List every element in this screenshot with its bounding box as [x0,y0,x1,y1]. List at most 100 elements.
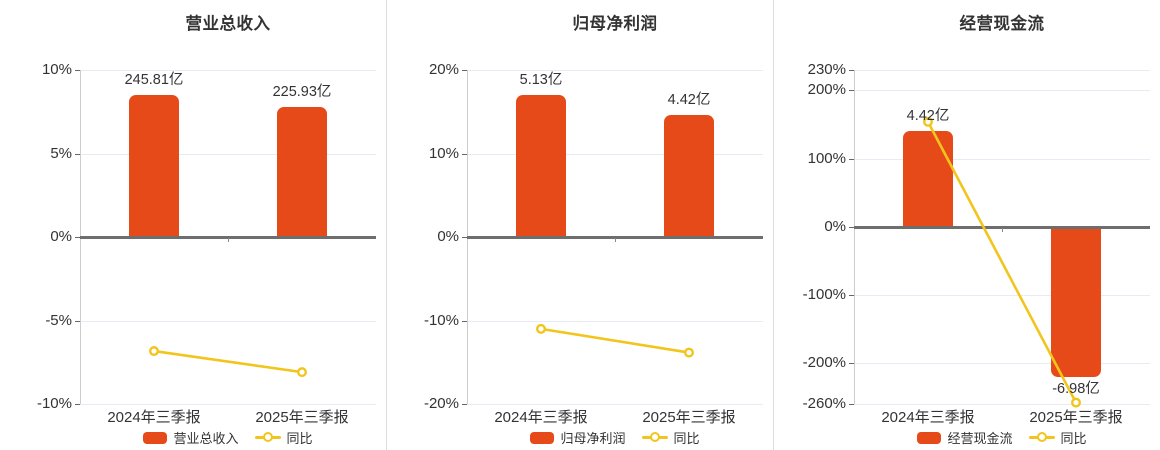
bar[interactable] [664,114,714,237]
legend-item-line[interactable]: 同比 [254,428,313,447]
legend-item-line[interactable]: 同比 [1028,428,1087,447]
legend: 经营现金流 同比 [854,428,1150,447]
y-axis-tick [75,153,80,155]
y-axis-tick [849,158,854,160]
trend-point[interactable] [296,367,307,378]
trend-line-svg [922,116,1081,408]
y-axis-tick [462,153,467,155]
y-axis-tick [462,237,467,238]
legend-item-bar[interactable]: 归母净利润 [530,428,626,447]
trend-point[interactable] [683,347,694,358]
y-tick-label: 230% [807,61,846,78]
y-axis-tick [462,404,467,405]
y-axis-tick [75,237,80,238]
y-tick-label: 0% [50,228,72,245]
y-axis-tick [849,294,854,296]
legend-item-bar[interactable]: 营业总收入 [143,428,239,447]
y-tick-label: 0% [824,217,846,235]
trend-point[interactable] [1070,397,1081,408]
line-marker-icon [1028,432,1055,443]
line-marker-icon [254,432,281,443]
legend-line-label: 同比 [286,431,313,446]
bar-swatch-icon [530,431,555,444]
x-axis-label: 2024年三季报 [881,409,975,426]
y-tick-label: -10% [36,395,72,412]
trend-point[interactable] [148,346,159,357]
trend-line-svg [535,323,694,358]
x-axis-label: 2025年三季报 [1029,409,1123,426]
category-tick [1002,227,1003,232]
bar-swatch-icon [917,431,942,444]
bar-value-label: -6.98亿 [1052,381,1100,398]
chart-panel-operating-cash-flow: 经营现金流 230% 200% 100% 0% -100% -200% -260% 4.42亿… [774,0,1160,450]
x-axis-labels: 2024年三季报 2025年三季报 [467,406,763,427]
chart-panel-net-profit: 归母净利润 20% 10% 0% -10% -20% 5.13亿 4.42亿 2024年三季… [387,0,774,450]
legend-bar-label: 归母净利润 [560,431,626,446]
bar[interactable] [277,106,327,237]
legend-bar-label: 营业总收入 [173,431,239,446]
y-axis-tick [75,404,80,405]
gridline [854,90,1150,92]
zero-line [854,225,1150,229]
bar[interactable] [129,95,179,237]
bar[interactable] [516,95,566,237]
chart-title: 经营现金流 [959,15,1045,33]
y-tick-label: -100% [802,285,846,303]
y-tick-label: 100% [807,149,846,167]
legend-item-bar[interactable]: 经营现金流 [917,428,1013,447]
trend-line-svg [148,346,307,378]
x-axis-label: 2024年三季报 [494,409,588,426]
y-tick-label: 5% [50,144,72,162]
y-axis-tick [849,226,854,228]
plot-area: 230% 200% 100% 0% -100% -200% -260% 4.42亿 -6.98亿 [803,61,1150,412]
y-tick-label: -5% [45,311,72,329]
y-tick-label: 10% [428,144,459,162]
chart-panel-revenue: 营业总收入 10% 5% 0% -5% -10% 245.81亿 225.93亿 2024年… [0,0,387,450]
zero-line [467,236,763,239]
bar-value-label: 245.81亿 [124,72,184,89]
category-tick [228,238,229,242]
bar[interactable] [1051,226,1101,378]
chart-title: 营业总收入 [185,15,271,33]
bar-value-label: 5.13亿 [519,72,563,89]
legend: 营业总收入 同比 [80,428,376,447]
y-tick-label: 20% [428,61,459,78]
y-tick-label: -200% [802,354,846,372]
trend-point[interactable] [535,323,546,334]
bar-value-label: 4.42亿 [667,91,711,108]
plot-area: 10% 5% 0% -5% -10% 245.81亿 225.93亿 [37,61,376,412]
y-axis-tick [849,363,854,365]
legend-item-line[interactable]: 同比 [641,428,700,447]
legend-line-label: 同比 [1060,431,1087,446]
plot-area: 20% 10% 0% -10% -20% 5.13亿 4.42亿 [424,61,763,412]
trend-line [540,327,690,354]
gridline [467,70,763,71]
gridline [80,70,376,71]
gridline [854,294,1150,296]
x-axis-labels: 2024年三季报 2025年三季报 [80,406,376,427]
legend: 归母净利润 同比 [467,428,763,447]
x-axis-label: 2024年三季报 [107,409,201,426]
gridline [467,320,763,322]
bar[interactable] [903,131,953,227]
trend-line [926,121,1078,404]
y-axis-tick [75,70,80,71]
y-axis-tick [849,90,854,92]
bar-value-label: 225.93亿 [272,83,332,100]
bar-value-label: 4.42亿 [906,108,950,125]
y-tick-label: 200% [807,81,846,99]
y-axis-tick [462,320,467,322]
legend-bar-label: 经营现金流 [947,431,1013,446]
y-axis-tick [462,70,467,71]
x-axis-label: 2025年三季报 [642,409,736,426]
trend-point[interactable] [922,116,933,127]
zero-line [80,236,376,239]
y-axis-tick [849,404,854,405]
y-tick-label: -20% [423,395,459,412]
y-axis-tick [849,70,854,71]
y-tick-label: -260% [802,395,846,412]
x-axis-label: 2025年三季报 [255,409,349,426]
y-tick-label: 0% [437,228,459,245]
y-tick-label: 10% [41,61,72,78]
